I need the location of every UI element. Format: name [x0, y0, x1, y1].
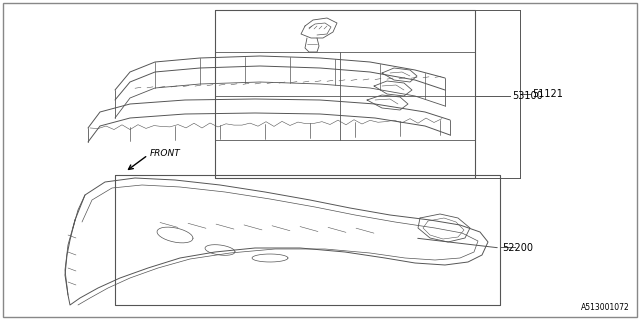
- Text: 53100: 53100: [512, 91, 543, 101]
- Text: FRONT: FRONT: [150, 148, 180, 157]
- Text: 52200: 52200: [502, 243, 533, 253]
- Text: A513001072: A513001072: [581, 303, 630, 312]
- Text: 51121: 51121: [532, 89, 563, 99]
